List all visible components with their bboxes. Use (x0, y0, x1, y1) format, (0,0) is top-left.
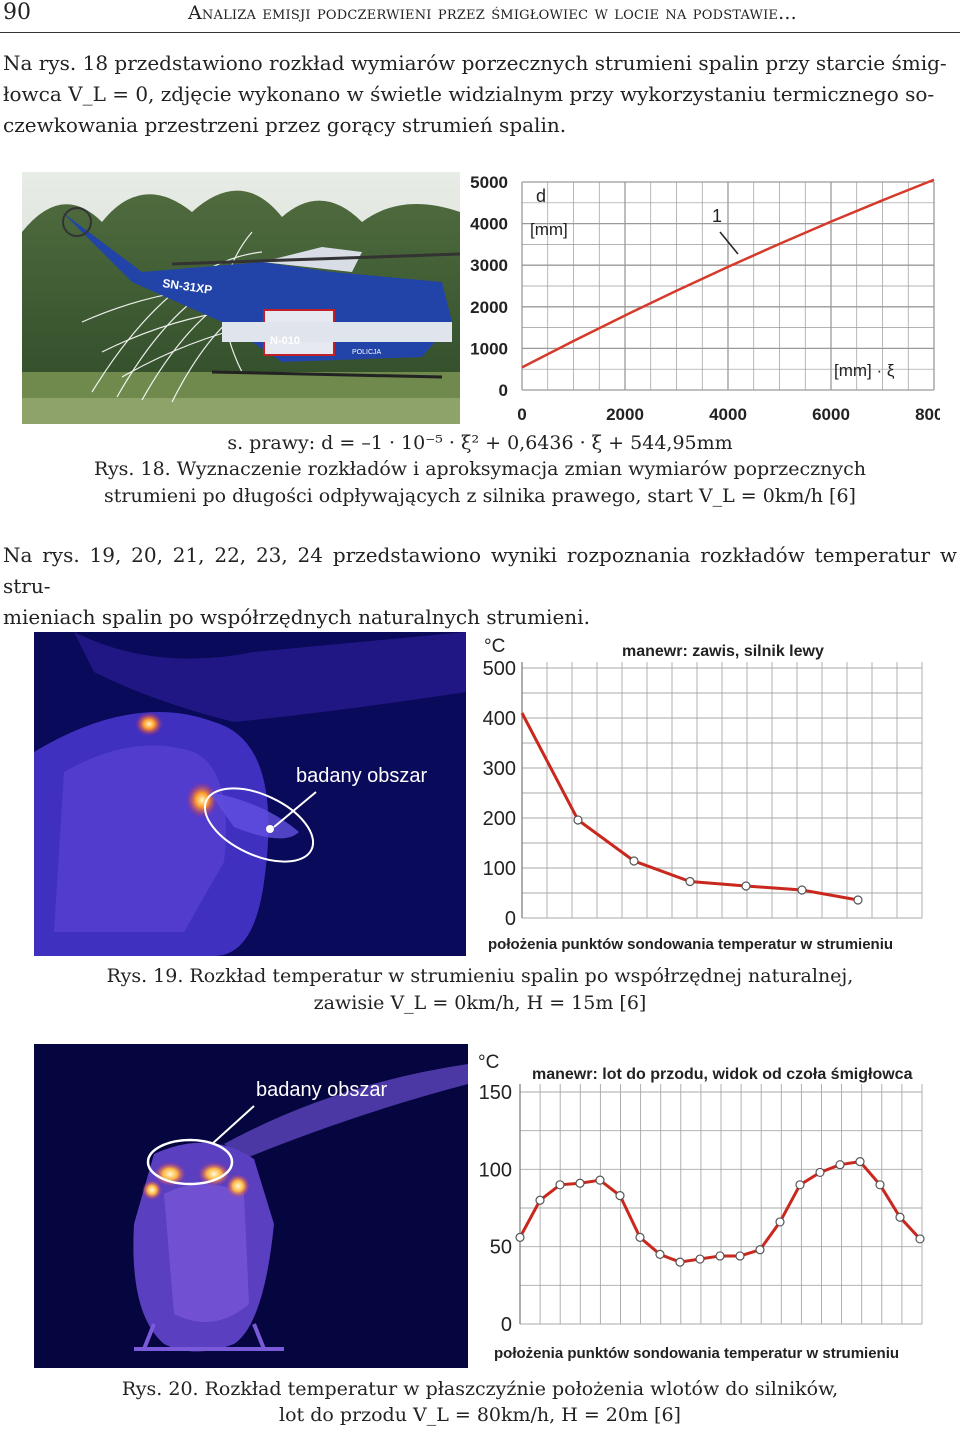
data-point (735, 1251, 745, 1261)
data-point (741, 881, 751, 891)
study-area-label: badany obszar (296, 765, 428, 787)
y-tick-label: 150 (479, 1082, 512, 1104)
data-point (685, 876, 695, 887)
chart-hover-temperature: 0 100 200 300 400 500 °C manewr: zawis, silni… (483, 636, 923, 953)
header-rule (0, 32, 960, 33)
figure20-caption-line-1: Rys. 20. Rozkład temperatur w płaszczyźn… (121, 1378, 839, 1400)
data-point (615, 1191, 625, 1201)
data-point (695, 1254, 705, 1264)
curve-pointer (719, 231, 739, 255)
y-tick-label: 50 (490, 1237, 512, 1259)
data-point (595, 1175, 605, 1185)
thermal-image-hover: badany obszar (34, 632, 466, 956)
unit-label-forward: °C (478, 1052, 499, 1073)
door-number-text: N-010 (270, 335, 300, 347)
d-unit-label: [mm] (530, 220, 568, 239)
figure18-caption-line-2: strumieni po długości odpływających z si… (104, 485, 856, 507)
y-tick-label: 400 (483, 708, 516, 730)
helicopter-body: SN-31XP N-010 POLICJA (62, 207, 460, 379)
data-point (815, 1167, 825, 1178)
series-1-line (521, 178, 935, 369)
paragraph-2-line-1: Na rys. 19, 20, 21, 22, 23, 24 przedstaw… (3, 543, 957, 598)
chart20-title: manewr: lot do przodu, widok od czoła śm… (532, 1066, 913, 1083)
figure20-caption-line-2: lot do przodu V_L = 80km/h, H = 20m [6] (279, 1404, 681, 1426)
paragraph-1-line-1: Na rys. 18 przedstawiono rozkład wymiaró… (3, 51, 947, 75)
data-point (775, 1217, 785, 1227)
data-point (535, 1195, 545, 1205)
study-area-ellipse (203, 787, 315, 863)
x-tick-label: 4000 (709, 405, 747, 424)
y-tick-label: 100 (483, 858, 516, 880)
y-tick-label: 5000 (470, 173, 508, 192)
figure18-formula: s. prawy: d = –1 · 10⁻⁵ · ξ² + 0,6436 · … (227, 432, 733, 454)
chart19-title: manewr: zawis, silnik lewy (622, 643, 824, 660)
paragraph-1-line-3: czewkowania przestrzeni przez gorący str… (3, 113, 567, 137)
data-point (635, 1232, 645, 1242)
data-point (795, 1180, 805, 1190)
data-point (915, 1234, 925, 1244)
data-point (573, 815, 583, 825)
study-area-ellipse-2 (146, 1138, 234, 1186)
y-tick-label: 0 (501, 1314, 512, 1336)
y-tick-label: 1000 (470, 339, 508, 358)
y-tick-label: 4000 (470, 215, 508, 234)
data-point (575, 1178, 585, 1188)
curve-label: 1 (712, 206, 722, 226)
data-point (675, 1257, 685, 1267)
data-point (715, 1251, 725, 1261)
page-number: 90 (3, 0, 31, 25)
data-point (797, 885, 807, 895)
figure18-caption-line-1: Rys. 18. Wyznaczenie rozkładów i aproksy… (93, 458, 867, 480)
figure19-caption-line-1: Rys. 19. Rozkład temperatur w strumieniu… (106, 965, 854, 987)
chart20-xlabel: położenia punktów sondowania temperatur … (494, 1345, 899, 1362)
x-tick-label: 2000 (606, 405, 644, 424)
data-point (515, 1232, 525, 1242)
x-tick-label: 6000 (812, 405, 850, 424)
paragraph-2: Na rys. 19, 20, 21, 22, 23, 24 przedstaw… (3, 540, 957, 633)
data-point (895, 1212, 905, 1222)
y-tick-label: 100 (479, 1159, 512, 1181)
police-text: POLICJA (352, 349, 382, 356)
tail-number-text: SN-31XP (162, 276, 213, 297)
data-point (835, 1160, 845, 1170)
chart-forward-flight-temperature: 0 50 100 150 °C manewr: lot do przodu, wido… (478, 1052, 925, 1362)
y-tick-label: 3000 (470, 256, 508, 275)
paragraph-1-line-2: łowca V_L = 0, zdjęcie wykonano w świetl… (3, 82, 935, 106)
xi-label: [mm] · ξ (834, 361, 895, 380)
y-tick-label: 200 (483, 808, 516, 830)
y-tick-label: 500 (483, 658, 516, 680)
data-point (629, 856, 639, 866)
data-point (853, 895, 863, 905)
paragraph-1: Na rys. 18 przedstawiono rozkład wymiaró… (3, 48, 957, 141)
study-area-dot (266, 825, 274, 833)
helicopter-photo: SN-31XP N-010 POLICJA (22, 172, 460, 424)
data-point (755, 1245, 765, 1255)
y-tick-label: 0 (505, 908, 516, 930)
figure19-caption-line-2: zawisie V_L = 0km/h, H = 15m [6] (313, 992, 647, 1014)
chart-d-vs-xi: 0 1000 2000 3000 4000 5000 0 2000 4000 6000 8000 d… (470, 172, 940, 424)
x-tick-label: 0 (517, 405, 526, 424)
thermal-image-forward-flight: badany obszar (34, 1044, 468, 1368)
running-title: Analiza emisji podczerwieni przez śmigło… (188, 2, 797, 24)
y-tick-label: 0 (499, 381, 508, 400)
paragraph-2-line-2: mieniach spalin po współrzędnych natural… (3, 605, 590, 629)
data-point (555, 1180, 565, 1190)
data-point (875, 1180, 885, 1190)
data-point (655, 1249, 665, 1259)
y-tick-label: 300 (483, 758, 516, 780)
d-label: d (536, 186, 546, 206)
x-tick-label: 8000 (915, 405, 940, 424)
unit-label-hover: °C (484, 636, 505, 657)
chart19-xlabel: położenia punktów sondowania temperatur … (488, 936, 893, 953)
y-tick-label: 2000 (470, 298, 508, 317)
data-point (855, 1156, 865, 1167)
study-area-label-2: badany obszar (256, 1079, 388, 1101)
